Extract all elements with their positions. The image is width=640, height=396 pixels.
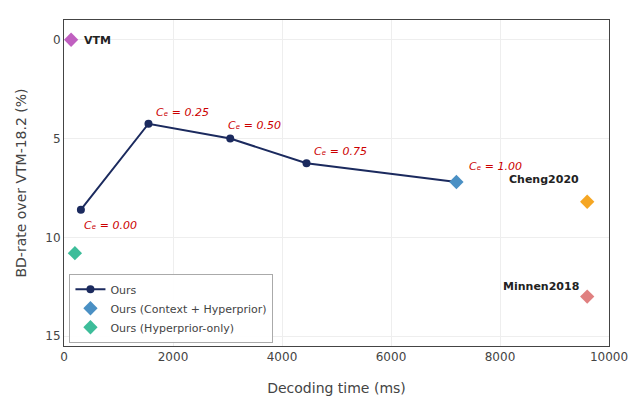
svg-text:Ours (Context + Hyperprior): Ours (Context + Hyperprior) — [110, 303, 266, 316]
svg-text:Decoding time (ms): Decoding time (ms) — [267, 380, 406, 396]
svg-text:Cₑ = 1.00: Cₑ = 1.00 — [469, 160, 522, 173]
svg-text:0: 0 — [53, 33, 61, 47]
svg-text:Minnen2018: Minnen2018 — [503, 280, 579, 293]
svg-text:Cₑ = 0.25: Cₑ = 0.25 — [156, 106, 209, 119]
svg-text:Cₑ = 0.00: Cₑ = 0.00 — [84, 219, 137, 232]
svg-text:Ours: Ours — [110, 284, 136, 297]
svg-text:5: 5 — [53, 132, 61, 146]
svg-text:VTM: VTM — [84, 34, 111, 47]
svg-text:0: 0 — [60, 350, 68, 364]
svg-text:Cₑ = 0.50: Cₑ = 0.50 — [228, 119, 281, 132]
svg-text:15: 15 — [45, 329, 60, 343]
svg-text:BD-rate over VTM-18.2 (%): BD-rate over VTM-18.2 (%) — [13, 88, 29, 277]
svg-text:Ours (Hyperprior-only): Ours (Hyperprior-only) — [110, 322, 234, 335]
svg-text:Cₑ = 0.75: Cₑ = 0.75 — [314, 145, 367, 158]
svg-text:10: 10 — [45, 231, 60, 245]
svg-text:8000: 8000 — [485, 350, 516, 364]
svg-text:4000: 4000 — [267, 350, 298, 364]
svg-text:2000: 2000 — [158, 350, 189, 364]
svg-text:6000: 6000 — [376, 350, 407, 364]
svg-text:10000: 10000 — [590, 350, 628, 364]
svg-text:Cheng2020: Cheng2020 — [509, 173, 579, 186]
